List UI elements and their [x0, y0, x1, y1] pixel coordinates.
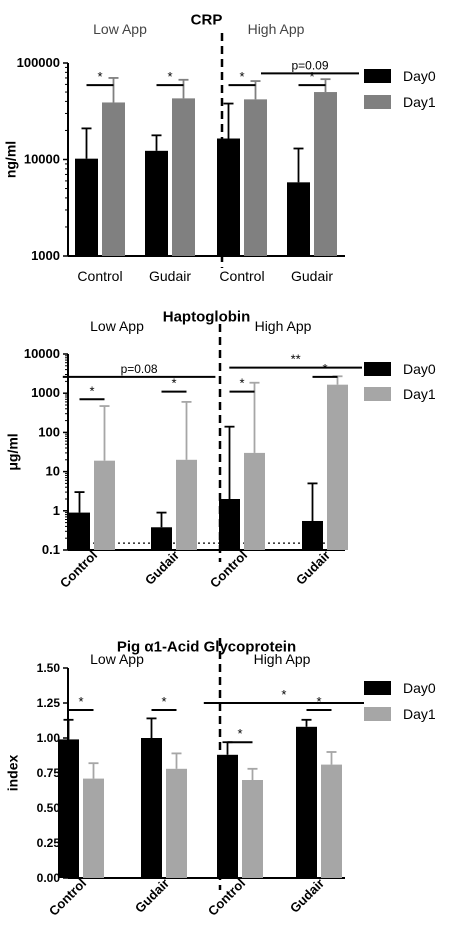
legend-swatch	[364, 681, 391, 695]
legend-swatch	[364, 95, 391, 109]
significance-label: *	[309, 69, 314, 84]
group-label: Low App	[90, 318, 144, 334]
bar-day0	[296, 726, 317, 878]
bar-day1	[242, 780, 263, 878]
chart-title: Pig α1-Acid Glycoprotein	[117, 638, 296, 655]
y-tick-label: 10000	[24, 152, 60, 167]
y-tick-label: 1.25	[37, 696, 61, 710]
bar-day0	[287, 182, 310, 256]
bar-day0	[69, 512, 90, 550]
x-tick-label: Control	[77, 268, 122, 284]
bar-day0	[217, 754, 238, 878]
y-tick-label: 1000	[31, 248, 60, 263]
chart-title: CRP	[191, 11, 223, 28]
y-tick-label: 0.25	[37, 836, 61, 850]
bar-day0	[75, 158, 98, 256]
significance-label: p=0.08	[121, 362, 158, 376]
significance-label: *	[322, 361, 327, 376]
legend-label: Day1	[403, 94, 436, 110]
group-label: High App	[255, 318, 312, 334]
bar-day1	[244, 452, 265, 550]
significance-label: *	[281, 687, 286, 702]
bar-day1	[83, 778, 104, 878]
y-axis-label: μg/ml	[5, 433, 21, 470]
y-tick-label: 1.00	[37, 731, 61, 745]
x-tick-label: Control	[57, 548, 100, 591]
y-axis-label: index	[5, 755, 21, 792]
y-tick-label: 0.1	[42, 542, 60, 557]
significance-label: *	[237, 726, 242, 741]
legend-swatch	[364, 707, 391, 721]
group-label: Low App	[93, 21, 147, 37]
y-tick-label: 10	[46, 464, 60, 479]
legend-swatch	[364, 387, 391, 401]
x-tick-label: Gudair	[293, 548, 333, 588]
bar-day0	[58, 739, 79, 878]
bar-day1	[166, 768, 187, 878]
legend-swatch	[364, 69, 391, 83]
group-label: High App	[248, 21, 305, 37]
legend-label: Day1	[403, 386, 436, 402]
x-tick-label: Gudair	[291, 268, 333, 284]
legend-swatch	[364, 362, 391, 376]
group-label: High App	[254, 651, 311, 667]
significance-label: p=0.09	[291, 58, 328, 72]
x-tick-label: Control	[207, 548, 250, 591]
x-tick-label: Gudair	[142, 548, 182, 588]
legend-label: Day1	[403, 706, 436, 722]
bar-day1	[94, 460, 115, 550]
y-tick-label: 100	[38, 424, 60, 439]
significance-label: *	[171, 376, 176, 391]
bar-day0	[141, 738, 162, 878]
chart-title: Haptoglobin	[163, 308, 250, 325]
bar-day0	[302, 520, 323, 550]
bar-day1	[176, 459, 197, 550]
significance-label: *	[89, 383, 94, 398]
y-axis-label: ng/ml	[3, 141, 19, 178]
significance-label: *	[161, 694, 166, 709]
y-tick-label: 10000	[24, 346, 60, 361]
bar-day1	[314, 92, 337, 256]
legend-label: Day0	[403, 361, 436, 377]
legend-label: Day0	[403, 68, 436, 84]
x-tick-label: Control	[219, 268, 264, 284]
bar-day0	[145, 150, 168, 256]
x-tick-label: Gudair	[287, 876, 327, 916]
bar-day1	[102, 102, 125, 256]
y-tick-label: 1	[53, 503, 60, 518]
x-tick-label: Gudair	[132, 876, 172, 916]
bar-day0	[151, 527, 172, 550]
group-label: Low App	[90, 651, 144, 667]
y-tick-label: 1.50	[37, 661, 61, 675]
bar-day0	[217, 138, 240, 256]
x-tick-label: Control	[205, 876, 248, 919]
significance-label: *	[78, 694, 83, 709]
y-tick-label: 100000	[17, 55, 60, 70]
bar-day0	[219, 498, 240, 550]
y-tick-label: 1000	[31, 385, 60, 400]
significance-label: *	[97, 69, 102, 84]
y-tick-label: 0.75	[37, 766, 61, 780]
x-tick-label: Gudair	[149, 268, 191, 284]
significance-label: *	[316, 694, 321, 709]
bar-day1	[244, 99, 267, 256]
y-tick-label: 0.50	[37, 801, 61, 815]
bar-day1	[172, 98, 195, 256]
significance-label: *	[167, 69, 172, 84]
legend-label: Day0	[403, 680, 436, 696]
significance-label: *	[239, 376, 244, 391]
significance-label: *	[239, 69, 244, 84]
significance-label: **	[291, 352, 301, 367]
y-tick-label: 0.00	[37, 871, 61, 885]
bar-day1	[321, 764, 342, 878]
bar-day1	[327, 384, 348, 550]
